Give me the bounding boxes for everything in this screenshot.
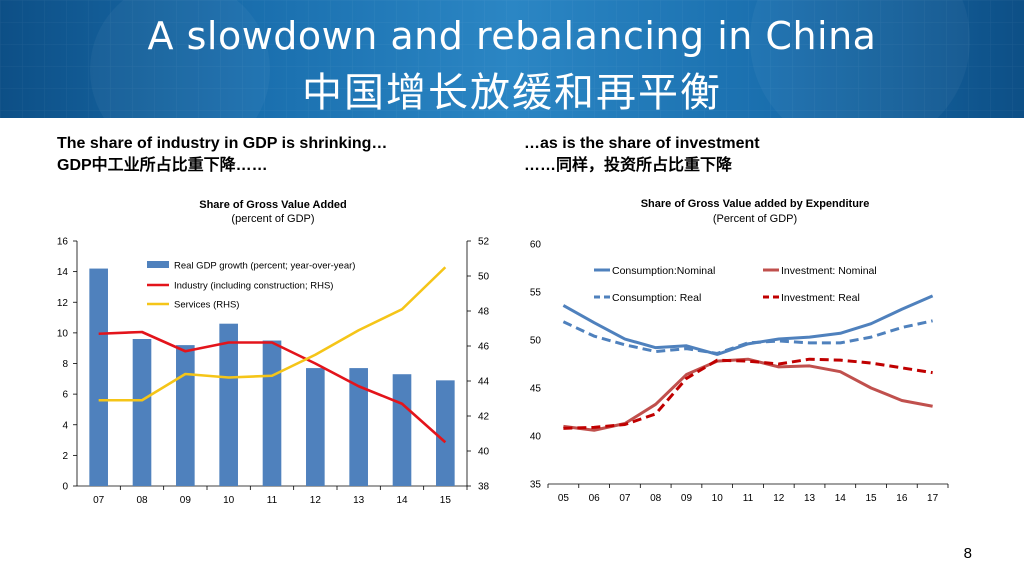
chart2-line-investment-nominal [563,357,933,432]
chart1-x-tick-label: 08 [136,495,148,506]
chart2-legend-label: Investment: Real [781,292,860,304]
chart1-left-tick-label: 6 [62,390,68,401]
chart1-subtitle: (percent of GDP) [231,213,314,225]
chart1-x-tick-label: 10 [223,495,235,506]
chart2-line-consumption-nominal [562,294,934,356]
left-heading: The share of industry in GDP is shrinkin… [57,133,387,177]
chart2-x-tick-label: 05 [558,493,570,504]
left-heading-chinese: GDP中工业所占比重下降…… [57,157,268,174]
chart2-x-tick-label: 11 [743,493,754,504]
chart1-bar-gdp-growth [436,380,455,486]
page-number: 8 [963,545,972,562]
chart1-x-tick-label: 11 [267,495,278,506]
chart1-x-tick-label: 12 [310,495,322,506]
chart1-line-industry [98,330,447,444]
chart2-y-tick-label: 35 [530,480,542,491]
chart2-line-consumption-real [562,319,933,355]
right-heading-chinese: ……同样，投资所占比重下降 [524,157,733,174]
chart1-right-tick-label: 52 [478,237,490,248]
chart2-y-tick-label: 55 [530,288,542,299]
chart2-y-tick-label: 45 [530,384,542,395]
chart1-bar-gdp-growth [176,345,195,486]
chart1-x-tick-label: 15 [440,495,452,506]
banner-texture [0,0,1024,118]
chart1-x-tick-label: 09 [180,495,192,506]
chart2-x-tick-label: 06 [589,493,601,504]
chart1-right-tick-label: 48 [478,307,490,318]
chart1-bar-gdp-growth [349,368,368,486]
chart2-x-tick-label: 07 [619,493,631,504]
chart2-x-tick-label: 08 [650,493,662,504]
left-heading-english: The share of industry in GDP is shrinkin… [57,135,388,152]
chart2-legend-label: Investment: Nominal [781,265,877,277]
chart1-right-tick-label: 38 [478,482,490,493]
chart1-line-services [98,266,447,402]
chart2-x-tick-label: 15 [866,493,878,504]
chart2-y-tick-label: 40 [530,432,542,443]
right-heading-english: …as is the share of investment [524,135,760,152]
chart2-x-tick-label: 12 [773,493,785,504]
chart2-subtitle: (Percent of GDP) [713,213,797,225]
chart2-x-tick-label: 16 [896,493,908,504]
chart1-left-tick-label: 0 [62,482,68,493]
title-banner: A slowdown and rebalancing in China 中国增长… [0,0,1024,118]
chart2-x-tick-label: 09 [681,493,693,504]
chart1-right-tick-label: 42 [478,412,490,423]
chart1-x-tick-label: 07 [93,495,105,506]
chart1-bar-gdp-growth [132,339,152,486]
chart1-bar-gdp-growth [306,368,325,486]
chart2-x-tick-label: 14 [835,493,847,504]
chart2-y-tick-label: 50 [530,336,542,347]
slide-title-english: A slowdown and rebalancing in China [147,14,877,58]
right-heading: …as is the share of investment ……同样，投资所占… [524,133,760,177]
chart1-left-tick-label: 2 [62,451,68,462]
chart1-left-tick-label: 14 [57,267,69,278]
chart1-legend-label: Real GDP growth (percent; year-over-year… [174,261,355,272]
chart2-x-tick-label: 13 [804,493,816,504]
slide-title-chinese: 中国增长放缓和再平衡 [302,70,722,116]
chart1-left-tick-label: 12 [57,298,69,309]
chart2-legend-label: Consumption: Real [612,292,701,304]
chart1-legend-label: Industry (including construction; RHS) [174,281,333,292]
chart2-title: Share of Gross Value added by Expenditur… [641,198,870,210]
chart1-title: Share of Gross Value Added [199,199,347,211]
chart1-right-tick-label: 40 [478,447,490,458]
chart1-left-tick-label: 10 [57,328,69,339]
chart2-x-tick-label: 17 [927,493,939,504]
chart2-x-tick-label: 10 [712,493,724,504]
chart1-legend-label: Services (RHS) [174,300,239,311]
chart2-line-investment-real [563,357,933,430]
chart1-x-tick-label: 13 [353,495,365,506]
chart1-left-tick-label: 4 [62,420,68,431]
chart1-legend-swatch-gdp [147,261,169,268]
chart1-right-tick-label: 46 [478,342,490,353]
chart1-x-tick-label: 14 [396,495,408,506]
chart1-left-tick-label: 8 [62,359,68,370]
chart2-legend-label: Consumption:Nominal [612,265,715,277]
chart1-right-tick-label: 50 [478,272,490,283]
chart1-left-tick-label: 16 [57,237,69,248]
chart1-right-tick-label: 44 [478,377,490,388]
chart2-y-tick-label: 60 [530,240,542,251]
chart1-bar-gdp-growth [89,268,108,486]
chart1-bar-gdp-growth [219,323,238,486]
